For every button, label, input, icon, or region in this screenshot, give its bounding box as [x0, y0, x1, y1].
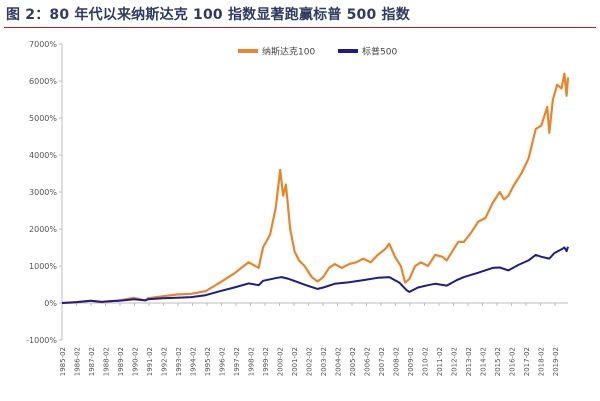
x-tick-label: 2013-02 [465, 347, 473, 376]
legend-label-nasdaq100: 纳斯达克100 [262, 46, 315, 58]
x-tick-label: 2000-02 [276, 347, 284, 376]
x-tick-label: 1995-02 [204, 347, 212, 376]
y-axis-ticks: -1000% 0% 1000% 2000% 3000% 4000% 5000% 6000% 70… [26, 40, 62, 345]
x-tick-label: 1997-02 [233, 347, 241, 376]
x-tick-label: 2011-02 [436, 347, 444, 376]
x-tick-label: 1988-02 [102, 347, 110, 376]
series-line-sp500 [61, 246, 569, 304]
x-tick-label: 2009-02 [407, 347, 415, 376]
x-tick-label: 2005-02 [349, 347, 357, 376]
y-tick-label: 4000% [29, 151, 57, 160]
y-tick-label: -1000% [26, 336, 57, 345]
title-divider [4, 27, 596, 28]
y-tick-label: 5000% [29, 114, 57, 123]
x-tick-label: 2016-02 [508, 347, 516, 376]
x-tick-label: 1987-02 [88, 347, 96, 376]
x-tick-label: 1991-02 [146, 347, 154, 376]
figure-title: 图 2：80 年代以来纳斯达克 100 指数显著跑赢标普 500 指数 [6, 7, 410, 23]
x-tick-label: 2014-02 [479, 347, 487, 376]
y-tick-label: 7000% [29, 40, 57, 49]
x-tick-label: 2015-02 [494, 347, 502, 376]
x-tick-label: 2018-02 [537, 347, 545, 376]
legend: 纳斯达克100 标普500 [238, 46, 397, 58]
y-tick-label: 2000% [29, 225, 57, 234]
x-tick-label: 1986-02 [73, 347, 81, 376]
series-line-nasdaq100 [61, 72, 570, 305]
x-tick-label: 2007-02 [378, 347, 386, 376]
x-tick-label: 1999-02 [262, 347, 270, 376]
x-tick-label: 1990-02 [131, 347, 139, 376]
y-tick-label: 1000% [29, 262, 57, 271]
y-tick-label: 0% [44, 299, 57, 308]
legend-label-sp500: 标普500 [362, 46, 397, 58]
x-tick-label: 2012-02 [450, 347, 458, 376]
chart-axes [61, 44, 568, 340]
x-tick-label: 1996-02 [218, 347, 226, 376]
y-tick-label: 3000% [29, 188, 57, 197]
x-tick-label: 2004-02 [334, 347, 342, 376]
x-tick-label: 2002-02 [305, 347, 313, 376]
x-tick-label: 2008-02 [392, 347, 400, 376]
x-tick-label: 2010-02 [421, 347, 429, 376]
x-axis-ticks: 1985-02 1986-02 1987-02 1988-02 1989-02 1990-… [59, 303, 560, 376]
x-tick-label: 1989-02 [117, 347, 125, 376]
x-tick-label: 2017-02 [523, 347, 531, 376]
x-tick-label: 1993-02 [175, 347, 183, 376]
x-tick-label: 1992-02 [160, 347, 168, 376]
x-tick-label: 1998-02 [247, 347, 255, 376]
x-tick-label: 1985-02 [59, 347, 67, 376]
x-tick-label: 2001-02 [291, 347, 299, 376]
x-tick-label: 1994-02 [189, 347, 197, 376]
y-tick-label: 6000% [29, 77, 57, 86]
x-tick-label: 2019-02 [552, 347, 560, 376]
series-lines [61, 72, 570, 305]
x-tick-label: 2003-02 [320, 347, 328, 376]
x-tick-label: 2006-02 [363, 347, 371, 376]
